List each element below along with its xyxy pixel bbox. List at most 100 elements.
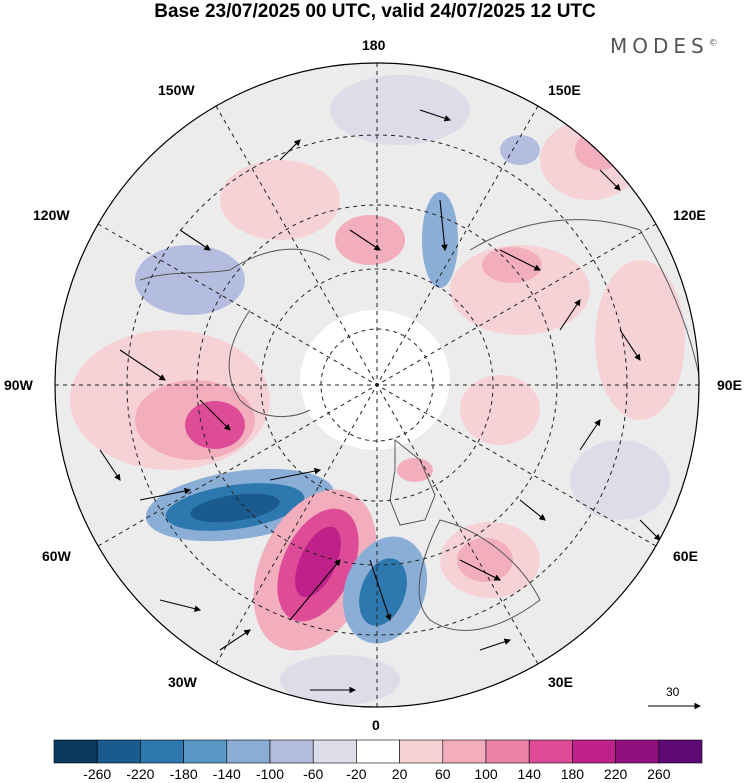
lon-label-120w: 120W — [33, 207, 70, 223]
colorbar-swatch — [312, 739, 357, 764]
anomaly-pos — [460, 375, 540, 445]
wind-vector — [639, 519, 661, 541]
lon-label-120e: 120E — [673, 207, 706, 223]
colorbar-swatch — [269, 739, 314, 764]
chart-title: Base 23/07/2025 00 UTC, valid 24/07/2025… — [154, 1, 596, 22]
map-boundary — [54, 62, 700, 708]
wind-vector — [279, 139, 301, 161]
wind-vector — [459, 559, 501, 581]
colorbar-label: 180 — [560, 766, 585, 782]
wind-vector — [99, 449, 121, 481]
wind-vector — [369, 559, 392, 622]
colorbar-label: -260 — [83, 766, 112, 782]
lon-label-90w: 90W — [4, 377, 33, 393]
colorbar-swatch — [572, 739, 616, 764]
wind-vector — [199, 399, 231, 431]
colorbar-label: 100 — [474, 766, 498, 782]
wind-vector — [559, 299, 581, 331]
greenland-outline — [389, 438, 436, 526]
anomaly-pos — [295, 526, 341, 598]
lat-circle — [260, 268, 494, 502]
reference-vector-label: 30 — [666, 685, 680, 699]
lon-label-0: 0 — [372, 717, 380, 733]
colorbar — [53, 739, 703, 764]
colorbar-swatch — [658, 739, 703, 764]
colorbar-swatch — [615, 739, 660, 764]
wind-vector — [499, 249, 541, 271]
anomaly-neg — [422, 192, 458, 288]
colorbar-label: 20 — [391, 766, 408, 782]
anomaly-neg — [280, 655, 400, 705]
colorbar-label: 60 — [435, 766, 451, 782]
graticule — [55, 63, 699, 707]
brand-text: MODES — [610, 34, 709, 58]
wind-vector — [139, 487, 192, 501]
colorbar-label: -60 — [303, 766, 324, 782]
colorbar-label: -220 — [126, 766, 155, 782]
anomaly-neg — [190, 493, 280, 523]
anomaly-neg — [500, 135, 540, 165]
wind-vector — [579, 419, 601, 451]
colorbar-swatches — [53, 739, 703, 764]
anomaly-neg — [135, 245, 245, 315]
wind-vector — [619, 329, 641, 361]
colorbar-label: -180 — [169, 766, 198, 782]
brand-mark: © — [708, 38, 718, 49]
wind-vector — [479, 638, 512, 651]
anomaly-pos — [482, 247, 542, 283]
colorbar-label: -140 — [212, 766, 241, 782]
wind-vector — [519, 499, 546, 521]
wind-vector — [269, 467, 322, 481]
colorbar-swatch — [356, 739, 400, 764]
anomaly-pos — [185, 401, 245, 449]
lon-label-150e: 150E — [548, 82, 581, 98]
anomaly-pos — [457, 538, 513, 582]
colorbar-label: -100 — [255, 766, 285, 782]
wind-vector — [599, 169, 621, 191]
canada-coast — [228, 309, 311, 418]
lon-label-60w: 60W — [42, 548, 71, 564]
eurasia-outline — [418, 519, 541, 631]
wind-vector — [289, 559, 341, 621]
anomaly-pos — [335, 215, 405, 265]
anomaly-pos — [595, 260, 685, 420]
colorbar-label: 260 — [647, 766, 671, 782]
wind-vector — [419, 109, 452, 122]
anomaly-neg — [570, 440, 670, 520]
colorbar-swatch — [140, 739, 184, 764]
anomaly-pos — [220, 160, 340, 240]
polar-cap — [300, 310, 450, 450]
lon-label-30w: 30W — [168, 674, 197, 690]
colorbar-swatch — [399, 739, 444, 764]
map-disc — [55, 63, 699, 707]
wind-vector — [119, 349, 166, 381]
brand-logo: MODES© — [610, 34, 718, 58]
anomaly-pos — [575, 130, 625, 170]
colorbar-swatch — [96, 739, 141, 764]
colorbar-swatch — [528, 739, 573, 764]
wind-vector — [439, 199, 448, 252]
siberia-coast — [469, 219, 699, 381]
colorbar-swatch — [442, 739, 487, 764]
anomaly-neg — [359, 558, 407, 626]
wind-vector — [159, 599, 202, 612]
wind-vectors — [99, 109, 661, 694]
anomaly-neg — [330, 75, 470, 145]
alaska-coast — [139, 248, 331, 281]
colorbar-swatch — [485, 739, 530, 764]
colorbar-label: 140 — [517, 766, 541, 782]
colorbar-swatch — [226, 739, 271, 764]
lon-label-180: 180 — [362, 37, 386, 53]
colorbar-label: 220 — [603, 766, 628, 782]
anomaly-fields — [70, 75, 685, 705]
lat-circle — [196, 204, 558, 566]
wind-vector — [179, 229, 211, 251]
lon-label-90e: 90E — [717, 377, 742, 393]
lon-label-30e: 30E — [548, 674, 573, 690]
lon-label-60e: 60E — [673, 548, 698, 564]
wind-vector — [349, 229, 381, 251]
lon-label-150w: 150W — [158, 82, 195, 98]
colorbar-swatch — [183, 739, 228, 764]
wind-vector — [219, 629, 251, 651]
